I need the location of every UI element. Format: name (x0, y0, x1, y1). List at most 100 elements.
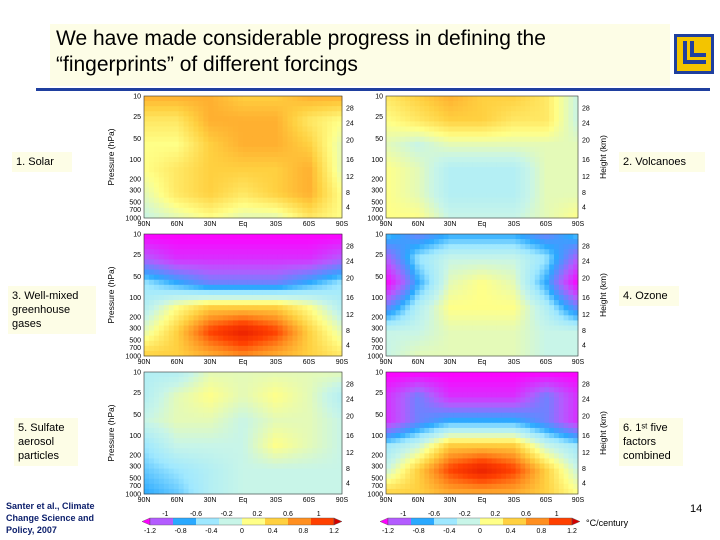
heatmap-cell (148, 172, 155, 178)
heatmap-cell (486, 320, 492, 326)
heatmap-cell (297, 340, 303, 347)
heatmap-cell (148, 345, 155, 352)
heatmap-cell (173, 478, 180, 485)
heatmap-cell (292, 402, 298, 408)
heatmap-cell (158, 382, 165, 388)
heatmap-cell (434, 289, 440, 296)
heatmap-cell (144, 438, 150, 444)
heatmap-cell (424, 197, 430, 204)
heatmap-cell (148, 453, 155, 459)
heatmap-cell (544, 350, 550, 357)
heatmap-cell (496, 372, 502, 378)
heatmap-cell (332, 377, 338, 383)
heatmap-cell (173, 259, 180, 265)
heatmap-cell (257, 121, 264, 127)
heatmap-cell (228, 207, 234, 214)
heatmap-cell (410, 274, 416, 281)
heatmap-cell (208, 397, 214, 403)
heatmap-cell (193, 478, 199, 485)
heatmap-cell (198, 212, 204, 219)
heatmap-cell (525, 106, 531, 112)
heatmap-cell (267, 249, 274, 255)
heatmap-cell (558, 315, 564, 321)
heatmap-cell (453, 315, 459, 321)
heatmap-cell (410, 315, 416, 321)
heatmap-cell (390, 279, 396, 286)
heatmap-cell (501, 207, 507, 214)
x-tick-label: 90N (138, 221, 151, 228)
heatmap-cell (168, 141, 175, 148)
heatmap-cell (332, 162, 338, 168)
heatmap-cell (168, 111, 175, 117)
chart-panel-4 (385, 233, 579, 357)
heatmap-cell (520, 212, 526, 219)
heatmap-cell (448, 234, 454, 240)
heatmap-cell (183, 157, 189, 163)
heatmap-cell (467, 121, 473, 127)
heatmap-cell (448, 101, 454, 107)
heatmap-cell (486, 96, 492, 102)
heatmap-cell (563, 197, 569, 204)
heatmap-cell (272, 274, 279, 281)
heatmap-cell (322, 244, 328, 250)
heatmap-cell (282, 212, 288, 219)
heatmap-cell (307, 157, 313, 163)
heatmap-cell (438, 372, 444, 378)
heatmap-cell (168, 157, 175, 163)
heatmap-cell (496, 239, 502, 245)
heatmap-cell (462, 289, 468, 296)
heatmap-cell (486, 131, 492, 138)
heatmap-cell (443, 315, 449, 321)
heatmap-cell (458, 136, 464, 143)
heatmap-cell (534, 372, 540, 378)
heatmap-cell (544, 126, 550, 132)
heatmap-cell (218, 300, 224, 306)
heatmap-cell (252, 372, 259, 378)
y-tick-label: 300 (129, 325, 141, 332)
heatmap-cell (213, 274, 219, 281)
heatmap-cell (573, 274, 579, 281)
heatmap-cell (554, 116, 560, 122)
heatmap-cell (262, 187, 269, 193)
heatmap-cell (188, 239, 194, 245)
heatmap-cell (327, 443, 333, 449)
heatmap-cell (178, 483, 184, 490)
heatmap-cell (386, 239, 392, 245)
heatmap-cell (482, 96, 488, 102)
heatmap-cell (400, 187, 406, 193)
heatmap-cell (173, 305, 180, 311)
heatmap-cell (414, 310, 420, 316)
heatmap-cell (228, 350, 234, 357)
heatmap-cell (247, 197, 254, 204)
y2-tick-label: 28 (346, 382, 354, 389)
heatmap-cell (223, 157, 229, 163)
heatmap-cell (203, 202, 209, 209)
heatmap-cell (453, 126, 459, 132)
heatmap-cell (496, 167, 502, 173)
heatmap-cell (158, 126, 165, 132)
heatmap-cell (486, 345, 492, 352)
heatmap-cell (262, 157, 269, 163)
heatmap-cell (213, 239, 219, 245)
heatmap-cell (549, 141, 555, 148)
heatmap-cell (462, 146, 468, 153)
heatmap-cell (510, 157, 516, 163)
heatmap-cell (163, 478, 170, 485)
heatmap-cell (515, 300, 521, 306)
heatmap-cell (178, 192, 184, 199)
heatmap-cell (544, 111, 550, 117)
heatmap-cell (448, 146, 454, 153)
heatmap-cell (188, 111, 194, 117)
heatmap-cell (198, 407, 204, 414)
heatmap-cell (302, 300, 308, 306)
heatmap-cell (530, 202, 536, 209)
heatmap-cell (153, 101, 160, 107)
heatmap-cell (312, 106, 318, 112)
heatmap-cell (203, 478, 209, 485)
heatmap-cell (458, 212, 464, 219)
heatmap-cell (453, 116, 459, 122)
heatmap-cell (198, 264, 204, 270)
heatmap-cell (213, 244, 219, 250)
heatmap-cell (410, 187, 416, 193)
heatmap-cell (337, 300, 343, 306)
